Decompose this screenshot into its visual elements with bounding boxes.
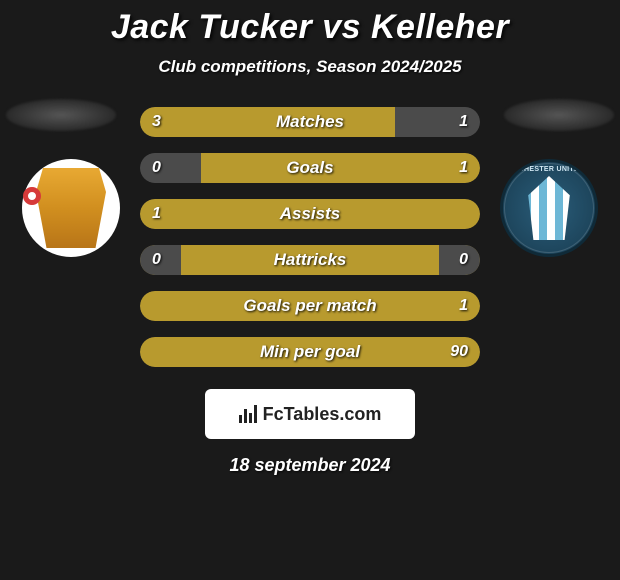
shadow-ellipse-left (6, 99, 116, 131)
stat-value-left: 1 (152, 205, 161, 223)
header: Jack Tucker vs Kelleher Club competition… (0, 0, 620, 77)
stat-bars: Matches31Goals01Assists1Hattricks00Goals… (140, 107, 480, 367)
stat-label: Assists (140, 204, 480, 224)
stat-value-right: 1 (459, 113, 468, 131)
stat-value-right: 1 (459, 159, 468, 177)
stat-value-left: 3 (152, 113, 161, 131)
stat-value-left: 0 (152, 159, 161, 177)
date-text: 18 september 2024 (0, 455, 620, 476)
comparison-chart: COLCHESTER UNITED FC Matches31Goals01Ass… (0, 107, 620, 476)
stat-value-right: 0 (459, 251, 468, 269)
mk-dons-shield-icon (36, 168, 106, 248)
stat-row: Matches3 1 (140, 107, 480, 137)
stat-label: Goals per match (140, 296, 480, 316)
team-badge-right: COLCHESTER UNITED FC (500, 159, 598, 257)
stat-row: Goals0 1 (140, 153, 480, 183)
stat-row: Assists1 (140, 199, 480, 229)
stat-value-right: 90 (450, 343, 468, 361)
stat-label: Goals (140, 158, 480, 178)
stat-label: Matches (140, 112, 480, 132)
page-title: Jack Tucker vs Kelleher (0, 8, 620, 47)
mk-dons-dot-icon (23, 187, 41, 205)
stat-value-left: 0 (152, 251, 161, 269)
stat-row: Hattricks0 0 (140, 245, 480, 275)
team-badge-left (22, 159, 120, 257)
stat-row: Min per goal90 (140, 337, 480, 367)
stat-label: Min per goal (140, 342, 480, 362)
shadow-ellipse-right (504, 99, 614, 131)
brand-box[interactable]: FcTables.com (205, 389, 415, 439)
brand-text: FcTables.com (263, 404, 382, 425)
stat-label: Hattricks (140, 250, 480, 270)
stat-value-right: 1 (459, 297, 468, 315)
stat-row: Goals per match1 (140, 291, 480, 321)
bar-chart-icon (239, 405, 257, 423)
page-subtitle: Club competitions, Season 2024/2025 (0, 57, 620, 77)
